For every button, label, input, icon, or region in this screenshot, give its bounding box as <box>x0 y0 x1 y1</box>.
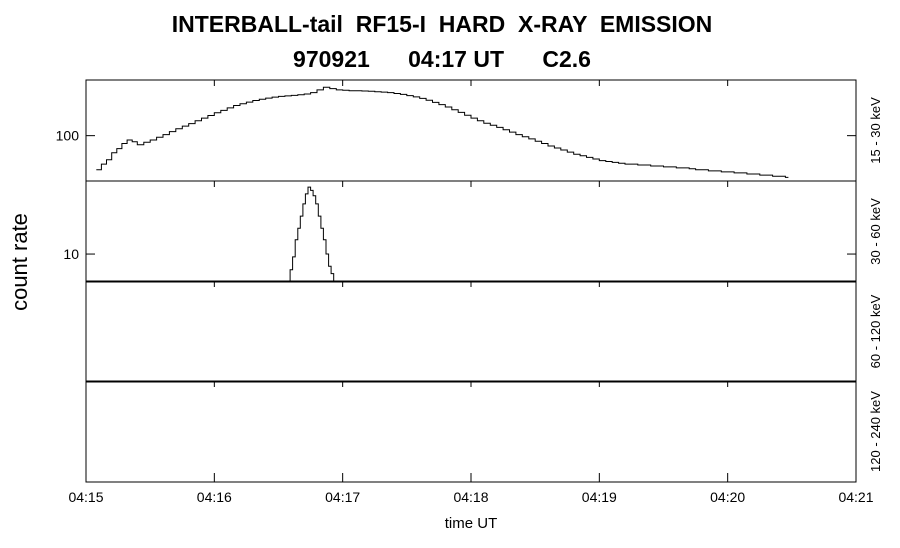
chart-subtitle: 970921 04:17 UT C2.6 <box>293 46 591 72</box>
x-tick-label-6: 04:20 <box>710 489 745 505</box>
x-tick-label-7: 04:21 <box>838 489 873 505</box>
panel-frame-4 <box>85 380 857 483</box>
x-tick-label-3: 04:17 <box>325 489 360 505</box>
panel-frame-3 <box>85 280 857 383</box>
y-axis-label: count rate <box>7 213 32 311</box>
panel-frame-2 <box>85 180 857 283</box>
series-trace-2 <box>287 186 337 283</box>
chart-title: INTERBALL-tail RF15-I HARD X-RAY EMISSIO… <box>171 11 713 37</box>
x-tick-label-2: 04:16 <box>197 489 232 505</box>
series-trace-1 <box>96 86 789 178</box>
x-tick-label-1: 04:15 <box>68 489 103 505</box>
y-tick-label-1: 100 <box>56 128 80 144</box>
x-axis-label: time UT <box>445 515 498 532</box>
x-tick-label-4: 04:18 <box>453 489 488 505</box>
energy-band-label-4: 120 - 240 keV <box>868 391 883 472</box>
energy-band-label-2: 30 - 60 keV <box>868 198 883 265</box>
x-tick-label-5: 04:19 <box>582 489 617 505</box>
energy-band-label-1: 15 - 30 keV <box>868 97 883 164</box>
energy-band-label-3: 60 - 120 keV <box>868 294 883 368</box>
y-tick-label-2: 10 <box>63 246 79 262</box>
panel-frame-1 <box>85 79 857 182</box>
